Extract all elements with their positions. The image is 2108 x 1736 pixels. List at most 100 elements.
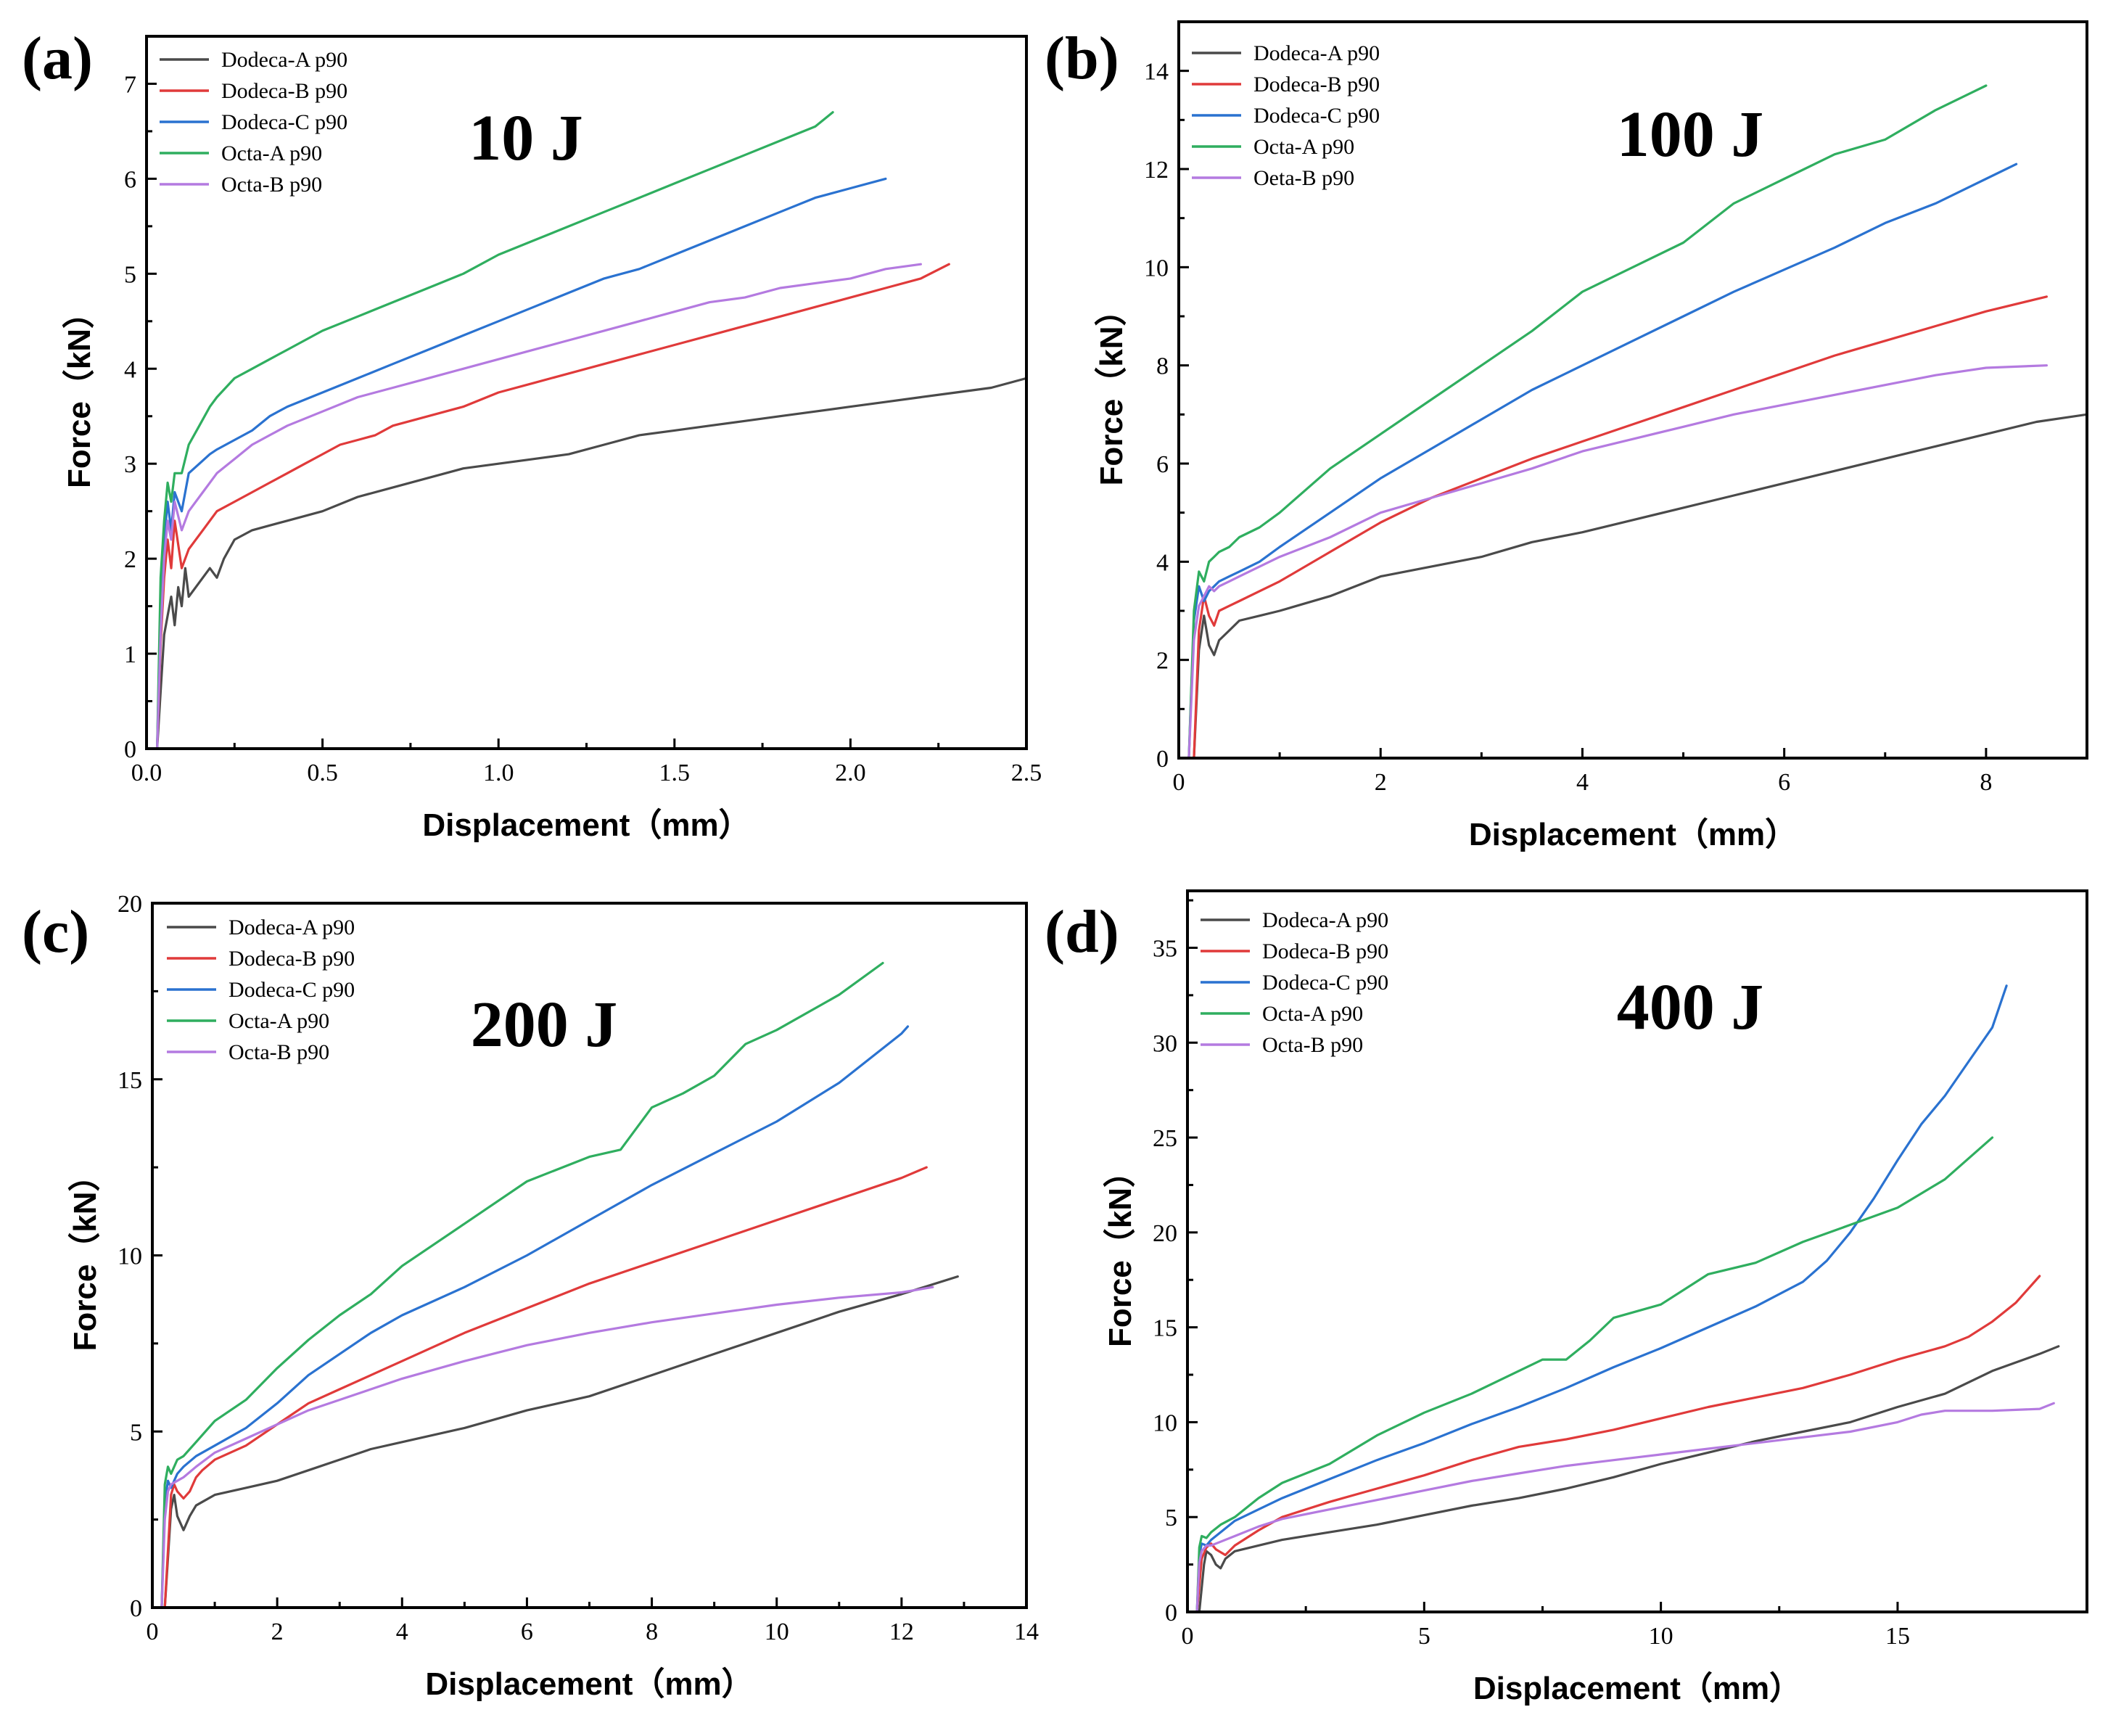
y-tick-label: 4	[124, 356, 136, 383]
y-tick-label: 10	[1144, 255, 1169, 281]
series-line-octa-a-p90	[156, 111, 834, 749]
y-tick-label: 7	[124, 71, 136, 98]
y-tick-label: 5	[1165, 1505, 1177, 1531]
y-tick-label: 10	[1153, 1410, 1177, 1436]
series-line-octa-b-p90	[1195, 1402, 2055, 1612]
x-tick-label: 6	[1778, 769, 1790, 796]
y-tick-label: 8	[1156, 353, 1169, 380]
y-tick-label: 6	[124, 166, 136, 193]
x-tick-label: 0.5	[307, 760, 338, 786]
legend-label: Dodeca-C p90	[1253, 104, 1380, 128]
series-line-octa-a-p90	[160, 961, 884, 1608]
y-tick-label: 10	[118, 1243, 142, 1270]
energy-label: 200 J	[471, 989, 618, 1061]
x-tick-label: 5	[1418, 1623, 1430, 1650]
legend-label: Dodeca-B p90	[221, 79, 347, 103]
series-line-dodeca-b-p90	[1193, 295, 2048, 758]
plot-frame	[1186, 889, 2088, 1613]
x-tick-label: 1.5	[659, 760, 691, 786]
series-line-octa-a-p90	[1195, 1136, 1994, 1612]
y-tick-label: 3	[124, 451, 136, 478]
y-tick-label: 0	[1156, 746, 1169, 773]
x-tick-label: 2.5	[1011, 760, 1042, 786]
series-line-dodeca-a-p90	[1198, 1345, 2060, 1612]
legend-label: Octa-A p90	[1253, 135, 1354, 159]
y-axis-title: Force（kN）	[62, 297, 97, 488]
series-line-dodeca-b-p90	[1195, 1275, 2041, 1612]
legend-label: Octa-B p90	[1262, 1033, 1363, 1057]
x-tick-label: 4	[1576, 769, 1589, 796]
series-line-octa-a-p90	[1187, 84, 1988, 758]
series-line-dodeca-c-p90	[156, 177, 887, 749]
legend-label: Dodeca-A p90	[1262, 908, 1388, 932]
y-axis-title: Force（kN）	[1103, 1156, 1138, 1347]
y-tick-label: 1	[124, 641, 136, 668]
panel-label: (d)	[1045, 898, 1119, 966]
series-line-dodeca-a-p90	[1193, 413, 2087, 758]
x-tick-label: 15	[1885, 1623, 1910, 1650]
x-tick-label: 8	[1980, 769, 1992, 796]
x-tick-label: 0	[1173, 769, 1185, 796]
legend: Dodeca-A p90 Dodeca-B p90 Dodeca-C p90 Octa…	[1192, 41, 1380, 190]
y-tick-label: 20	[1153, 1220, 1177, 1247]
x-tick-label: 1.0	[483, 760, 514, 786]
y-tick-label: 30	[1153, 1030, 1177, 1057]
series-line-dodeca-b-p90	[156, 263, 950, 749]
x-tick-label: 8	[646, 1618, 658, 1645]
panel-label: (c)	[22, 898, 89, 966]
series-line-dodeca-a-p90	[156, 377, 1026, 749]
energy-label: 10 J	[469, 102, 583, 174]
x-tick-label: 0.0	[131, 760, 162, 786]
series-line-dodeca-c-p90	[1195, 984, 2008, 1612]
energy-label: 400 J	[1617, 971, 1764, 1043]
legend-label: Dodeca-B p90	[1262, 939, 1388, 963]
y-tick-label: 14	[1144, 59, 1169, 86]
y-tick-label: 35	[1153, 935, 1177, 962]
x-tick-label: 2	[271, 1618, 284, 1645]
series-group	[1187, 84, 2087, 758]
y-tick-label: 2	[124, 546, 136, 573]
x-axis-title: Displacement（mm）	[1469, 817, 1797, 852]
legend-label: Oeta-B p90	[1253, 166, 1354, 190]
legend-label: Octa-B p90	[221, 173, 322, 197]
panel-label: (b)	[1045, 25, 1119, 92]
legend-label: Dodeca-A p90	[1253, 41, 1380, 65]
plot-frame	[1177, 20, 2088, 760]
y-tick-label: 5	[130, 1419, 142, 1446]
series-line-dodeca-c-p90	[1187, 163, 2018, 758]
legend: Dodeca-A p90 Dodeca-B p90 Dodeca-C p90 Octa…	[160, 48, 347, 197]
series-group	[160, 961, 959, 1608]
x-axis-title: Displacement（mm）	[422, 807, 750, 843]
chart-panel-1: 0.0 0.5 1.0 1.5 2.0 2.5 0 1 2 3 4 5 6 7 Displacement（m…	[22, 25, 1042, 843]
x-tick-label: 0	[1182, 1623, 1194, 1650]
series-line-oeta-b-p90	[1187, 364, 2048, 758]
y-tick-label: 12	[1144, 157, 1169, 184]
legend-label: Octa-B p90	[228, 1040, 329, 1064]
energy-label: 100 J	[1617, 99, 1764, 170]
x-tick-label: 10	[1649, 1623, 1673, 1650]
panel-label: (a)	[22, 25, 93, 92]
legend: Dodeca-A p90 Dodeca-B p90 Dodeca-C p90 Octa…	[167, 916, 355, 1064]
x-tick-label: 6	[521, 1618, 533, 1645]
y-axis-title: Force（kN）	[1094, 294, 1129, 485]
y-tick-label: 15	[1153, 1315, 1177, 1342]
y-tick-label: 15	[118, 1067, 142, 1094]
y-tick-label: 6	[1156, 451, 1169, 478]
legend-label: Octa-A p90	[1262, 1002, 1363, 1026]
legend-label: Dodeca-C p90	[1262, 971, 1388, 995]
legend-label: Dodeca-C p90	[228, 978, 355, 1002]
y-tick-label: 0	[130, 1595, 142, 1622]
legend-label: Dodeca-B p90	[1253, 73, 1380, 96]
x-tick-label: 12	[889, 1618, 914, 1645]
y-axis-title: Force（kN）	[67, 1159, 103, 1351]
series-line-dodeca-b-p90	[163, 1166, 928, 1608]
legend-label: Octa-A p90	[221, 141, 322, 165]
x-tick-label: 2.0	[835, 760, 866, 786]
series-line-octa-b-p90	[160, 1285, 934, 1608]
series-group	[156, 111, 1026, 749]
x-tick-label: 4	[396, 1618, 408, 1645]
y-tick-label: 0	[1165, 1600, 1177, 1626]
chart-panel-4: 0 5 10 15 0 5 10 15 20 25 30 35 Displacement（mm） Forc…	[1045, 889, 2088, 1706]
